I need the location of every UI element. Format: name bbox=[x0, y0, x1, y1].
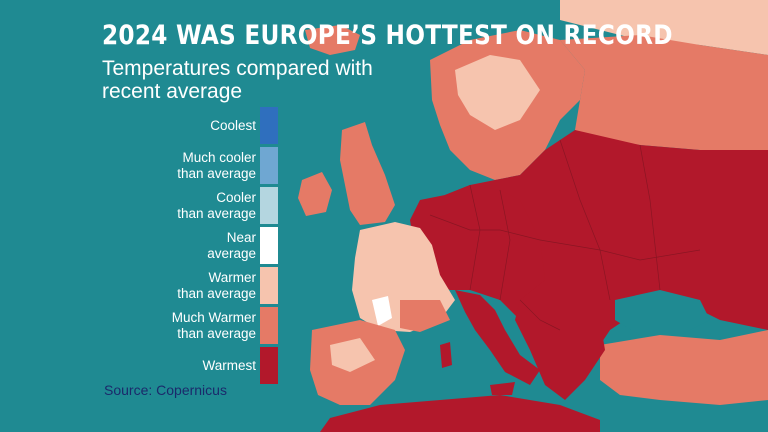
legend-label-line-2: than average bbox=[177, 206, 256, 221]
country-borders bbox=[429, 139, 701, 331]
eastern-europe bbox=[430, 130, 768, 375]
legend-label: Much Warmer than average bbox=[116, 310, 256, 342]
sicily bbox=[490, 382, 515, 395]
great-britain bbox=[340, 122, 395, 225]
legend-swatch bbox=[260, 307, 278, 344]
italy bbox=[455, 290, 540, 385]
turkey bbox=[600, 330, 768, 405]
legend-label-line-1: Much cooler bbox=[182, 150, 256, 165]
north-africa bbox=[320, 395, 600, 432]
france-near-average bbox=[372, 296, 392, 326]
legend-swatch bbox=[260, 107, 278, 144]
legend-label-line-2: than average bbox=[177, 166, 256, 181]
legend-label: Warmer than average bbox=[116, 270, 256, 302]
legend-swatch bbox=[260, 347, 278, 384]
arctic-region bbox=[560, 0, 768, 55]
legend-swatch bbox=[260, 147, 278, 184]
legend-label-line-1: Warmest bbox=[202, 358, 257, 373]
legend-label-line-2: than average bbox=[177, 326, 256, 341]
legend-label-line-1: Warmer bbox=[208, 270, 257, 285]
page-subtitle: Temperatures compared with recent averag… bbox=[102, 57, 373, 103]
legend-swatch bbox=[260, 187, 278, 224]
legend-label-line-1: Much Warmer bbox=[171, 310, 256, 325]
source-credit: Source: Copernicus bbox=[104, 382, 227, 398]
legend-label: Warmest bbox=[116, 358, 257, 374]
finland bbox=[560, 35, 768, 150]
legend-label: Much cooler than average bbox=[116, 150, 256, 182]
scandinavia-light-area bbox=[455, 55, 540, 130]
iberia-warmer bbox=[330, 338, 375, 372]
legend-swatch bbox=[260, 267, 278, 304]
france-south-warmer bbox=[400, 300, 450, 332]
legend-swatch bbox=[260, 227, 278, 264]
black-sea bbox=[615, 290, 710, 335]
legend-label-line-2: than average bbox=[177, 286, 256, 301]
legend-label: Near average bbox=[116, 230, 256, 262]
legend-label-line-1: Cooler bbox=[216, 190, 256, 205]
legend-label: Cooler than average bbox=[116, 190, 256, 222]
ireland bbox=[298, 172, 332, 216]
page-title: 2024 WAS EUROPE’S HOTTEST ON RECORD bbox=[102, 20, 673, 51]
sardinia bbox=[440, 342, 452, 368]
central-europe bbox=[410, 185, 545, 300]
balkans bbox=[515, 300, 605, 400]
legend-label: Coolest bbox=[116, 118, 256, 134]
iceland bbox=[305, 25, 360, 55]
legend-label-line-1: Near bbox=[226, 230, 256, 245]
legend-label-line-1: Coolest bbox=[210, 118, 256, 133]
legend-label-line-2: average bbox=[207, 246, 256, 261]
